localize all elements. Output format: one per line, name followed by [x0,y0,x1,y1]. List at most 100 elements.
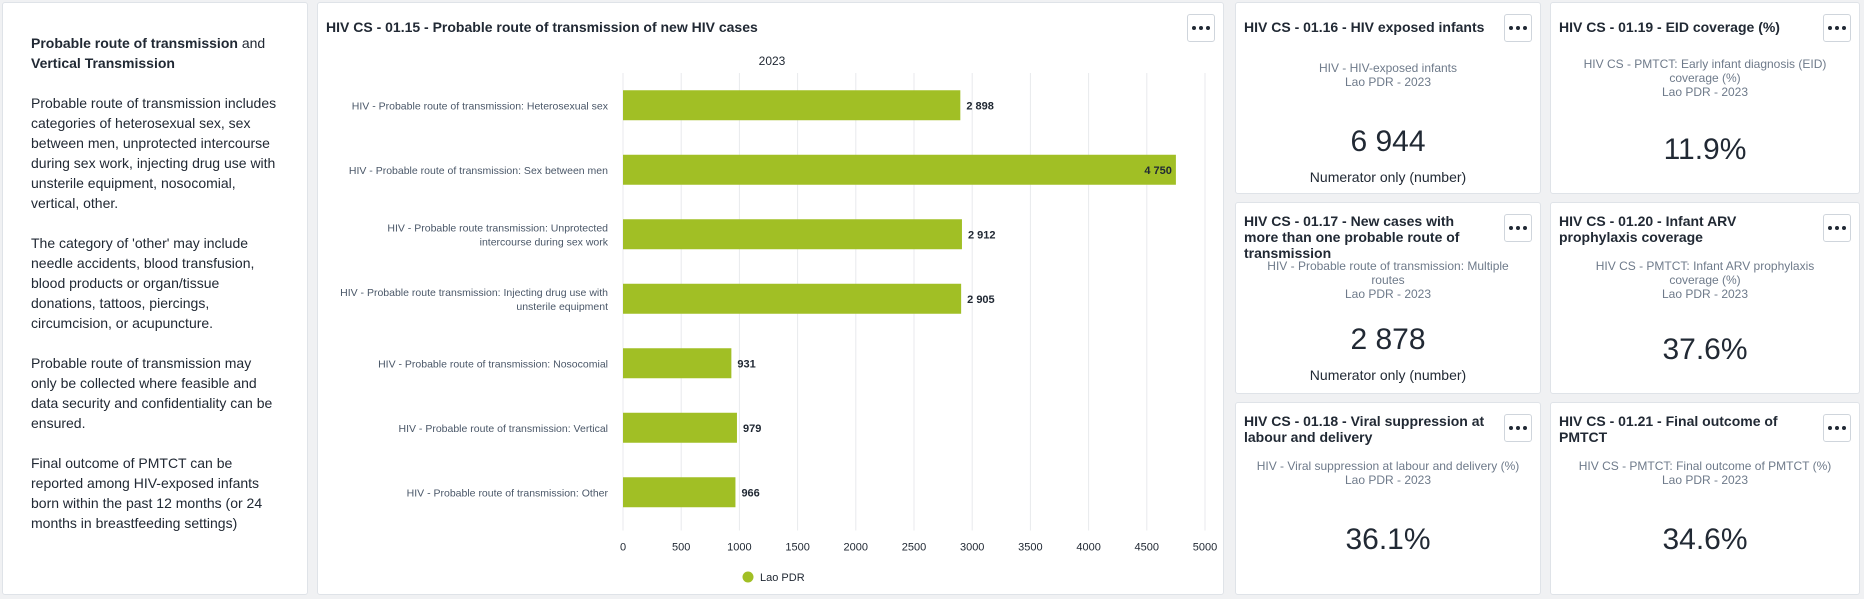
single-value-subtitle: HIV - Viral suppression at labour and de… [1236,459,1540,487]
single-value-indicator: HIV - Probable route of transmission: Mu… [1267,259,1509,287]
single-value-card: HIV CS - 01.18 - Viral suppression at la… [1235,402,1541,595]
category-label: HIV - Probable route of transmission: Ot… [407,487,609,499]
more-icon [1192,26,1210,30]
single-value-title: HIV CS - 01.21 - Final outcome of PMTCT [1559,413,1778,445]
category-label: HIV - Probable route transmission: Injec… [340,287,608,299]
bar [623,348,732,379]
more-icon [1828,26,1846,30]
single-value-note: Numerator only (number) [1309,169,1467,185]
chart-card: HIV CS - 01.15 - Probable route of trans… [317,2,1224,595]
single-value-org-period: Lao PDR - 2023 [1344,473,1432,487]
info-text-card: Probable route of transmission and Verti… [2,2,308,595]
chart-card-menu-button[interactable] [1187,14,1215,42]
single-value-subtitle: HIV CS - PMTCT: Early infant diagnosis (… [1551,57,1859,99]
x-tick-label: 1000 [727,542,751,554]
single-value-org-period: Lao PDR - 2023 [1661,85,1749,99]
single-value-org-period: Lao PDR - 2023 [1661,473,1749,487]
bar [623,154,1176,185]
data-label: 2 898 [966,100,994,112]
single-value-card: HIV CS - 01.20 - Infant ARV prophylaxis … [1550,202,1860,394]
bar [623,90,961,121]
category-label: intercourse during sex work [480,236,609,248]
data-label: 966 [741,487,759,499]
info-paragraph-2: The category of 'other' may include need… [31,235,255,331]
x-tick-label: 4000 [1076,542,1100,554]
single-value-org-period: Lao PDR - 2023 [1661,287,1749,301]
chart-card-title: HIV CS - 01.15 - Probable route of trans… [326,19,758,35]
more-icon [1828,226,1846,230]
bar [623,283,962,314]
single-value-card: HIV CS - 01.16 - HIV exposed infants HIV… [1235,2,1541,194]
single-value-title: HIV CS - 01.17 - New cases with more tha… [1244,213,1460,261]
single-value-indicator: HIV - Viral suppression at labour and de… [1256,459,1520,473]
info-heading-connector: and [237,35,266,51]
single-value-subtitle: HIV - HIV-exposed infants Lao PDR - 2023 [1236,61,1540,89]
more-icon [1828,426,1846,430]
single-value-menu-button[interactable] [1504,14,1532,42]
category-label: HIV - Probable route of transmission: No… [378,358,608,370]
single-value-subtitle: HIV CS - PMTCT: Infant ARV prophylaxis c… [1551,259,1859,301]
bar [623,219,962,250]
data-label: 2 905 [967,294,995,306]
info-heading: Probable route of transmission and Verti… [31,33,279,73]
x-tick-label: 1500 [785,542,809,554]
x-tick-label: 0 [620,542,626,554]
single-value-card: HIV CS - 01.21 - Final outcome of PMTCT … [1550,402,1860,595]
info-paragraph-3: Probable route of transmission may only … [31,355,273,431]
info-paragraph-1: Probable route of transmission includes … [31,95,277,211]
bar [623,477,736,508]
category-label: HIV - Probable route transmission: Unpro… [387,222,608,234]
x-tick-label: 2500 [902,542,926,554]
x-tick-label: 2000 [844,542,868,554]
single-value-note: Numerator only (number) [1309,367,1467,383]
x-tick-label: 500 [672,542,690,554]
x-tick-label: 5000 [1193,542,1217,554]
single-value-title: HIV CS - 01.18 - Viral suppression at la… [1244,413,1485,445]
single-value-org-period: Lao PDR - 2023 [1344,287,1432,301]
single-value-indicator: HIV CS - PMTCT: Infant ARV prophylaxis c… [1595,259,1815,287]
single-value-number: 34.6% [1662,523,1748,556]
single-value-menu-button[interactable] [1504,414,1532,442]
x-tick-label: 4500 [1135,542,1159,554]
data-label: 2 912 [968,229,996,241]
single-value-number: 2 878 [1350,323,1426,356]
single-value-menu-button[interactable] [1823,414,1851,442]
more-icon [1509,426,1527,430]
single-value-number: 6 944 [1350,125,1426,158]
single-value-indicator: HIV CS - PMTCT: Final outcome of PMTCT (… [1578,459,1832,473]
single-value-card: HIV CS - 01.19 - EID coverage (%) HIV CS… [1550,2,1860,194]
chart-subtitle: 2023 [759,54,786,68]
single-value-number: 37.6% [1662,333,1748,366]
info-heading-bold-1: Probable route of transmission [31,35,238,51]
single-value-card: HIV CS - 01.17 - New cases with more tha… [1235,202,1541,394]
single-value-org-period: Lao PDR - 2023 [1344,75,1432,89]
single-value-menu-button[interactable] [1823,14,1851,42]
bar-chart: 2023 0 500 1000 1500 2000 2500 3000 3500 4000 4500… [340,54,1217,584]
info-paragraph-4: Final outcome of PMTCT can be reported a… [31,455,263,531]
more-icon [1509,226,1527,230]
category-label: HIV - Probable route of transmission: Se… [349,165,608,177]
x-tick-label: 3000 [960,542,984,554]
single-value-indicator: HIV - HIV-exposed infants [1318,61,1458,75]
single-value-number: 11.9% [1663,133,1747,166]
single-value-menu-button[interactable] [1504,214,1532,242]
x-tick-label: 3500 [1018,542,1042,554]
data-label: 931 [737,358,755,370]
legend-swatch [742,571,754,583]
data-label: 4 750 [1144,165,1172,177]
data-label: 979 [743,423,761,435]
category-label: HIV - Probable route of transmission: Ve… [398,423,608,435]
single-value-title: HIV CS - 01.16 - HIV exposed infants [1244,19,1485,35]
single-value-subtitle: HIV CS - PMTCT: Final outcome of PMTCT (… [1551,459,1859,487]
info-heading-bold-2: Vertical Transmission [31,55,175,71]
single-value-title: HIV CS - 01.19 - EID coverage (%) [1559,19,1780,35]
single-value-indicator: HIV CS - PMTCT: Early infant diagnosis (… [1583,57,1827,85]
single-value-title: HIV CS - 01.20 - Infant ARV prophylaxis … [1559,213,1737,245]
category-label: unsterile equipment [516,301,608,313]
category-label: HIV - Probable route of transmission: He… [352,100,609,112]
bar [623,412,737,443]
single-value-number: 36.1% [1345,523,1431,556]
more-icon [1509,26,1527,30]
single-value-menu-button[interactable] [1823,214,1851,242]
single-value-subtitle: HIV - Probable route of transmission: Mu… [1236,259,1540,301]
